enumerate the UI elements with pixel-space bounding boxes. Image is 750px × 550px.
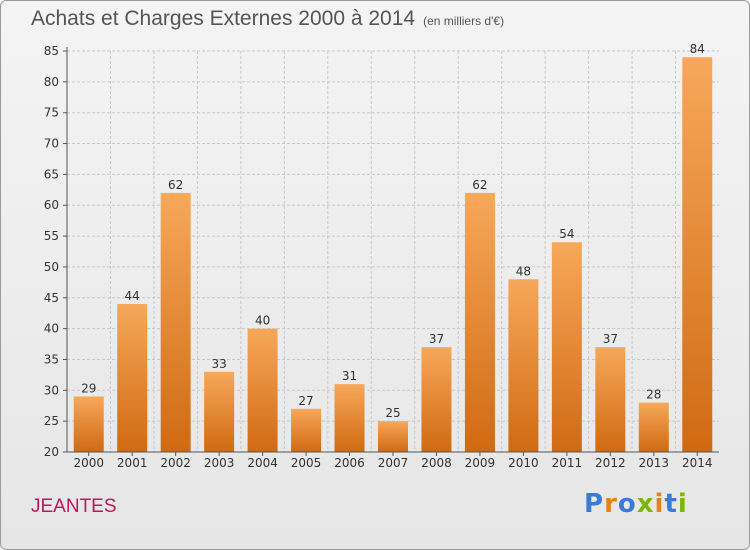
bar-2007 [378,421,408,452]
bar-2009 [464,192,495,452]
bar-2003 [204,371,235,452]
logo-letter: o [617,489,637,519]
data-label: 62 [168,178,183,192]
x-tick-label: 2003 [204,456,235,470]
y-tick-label: 70 [44,137,59,151]
y-tick-label: 45 [44,291,59,305]
data-label: 28 [646,388,661,402]
proxiti-logo[interactable]: Proxiti [584,489,688,519]
y-tick-label: 60 [44,198,59,212]
x-tick-label: 2009 [465,456,496,470]
data-label: 84 [690,42,705,56]
bar-2006 [334,384,365,452]
bars: 29 44 62 33 40 27 31 25 37 62 48 54 37 28 84 [73,42,713,453]
y-tick-label: 35 [44,352,59,366]
chart-title: Achats et Charges Externes 2000 à 2014 (e… [31,7,504,31]
bar-2014 [682,57,713,453]
axes: 20 25 30 35 40 45 50 55 60 65 70 75 80 85 2000 2001 2002… [44,44,719,470]
x-tick-label: 2012 [595,456,626,470]
y-tick-label: 80 [44,75,59,89]
x-tick-label: 2004 [247,456,278,470]
x-tick-label: 2002 [160,456,191,470]
data-label: 62 [472,178,487,192]
data-label: 37 [603,332,618,346]
logo-letter: x [636,489,655,519]
chart-subtitle: (en milliers d'€) [423,14,505,28]
grid-lines [67,50,719,453]
y-tick-label: 65 [44,167,59,181]
y-tick-label: 30 [44,383,59,397]
y-tick-label: 20 [44,445,59,459]
y-tick-label: 75 [44,106,59,120]
logo-letter: P [584,489,605,519]
bar-2010 [508,279,539,452]
data-label: 54 [559,227,574,241]
y-tick-label: 25 [44,414,59,428]
logo-letter: i [677,489,688,519]
x-tick-label: 2006 [334,456,365,470]
data-label: 27 [298,394,313,408]
bar-2002 [160,192,191,452]
commune-name: JEANTES [31,496,117,517]
bar-2005 [291,408,322,452]
logo-letter: i [654,489,665,519]
chart-title-text: Achats et Charges Externes 2000 à 2014 [31,7,416,30]
x-tick-label: 2000 [73,456,104,470]
y-tick-label: 55 [44,229,59,243]
x-tick-label: 2013 [639,456,670,470]
data-label: 37 [429,332,444,346]
x-tick-label: 2010 [508,456,539,470]
data-label: 33 [211,357,226,371]
x-tick-label: 2011 [552,456,583,470]
bar-2000 [73,396,104,452]
logo-letter: r [604,489,618,519]
bar-2008 [421,347,452,452]
bar-2011 [551,242,582,452]
data-label: 40 [255,314,270,328]
data-label: 31 [342,369,357,383]
x-tick-label: 2005 [291,456,322,470]
logo-letter: t [664,489,678,519]
data-label: 29 [81,381,96,395]
x-tick-label: 2014 [682,456,713,470]
bar-2004 [247,328,278,452]
x-tick-label: 2008 [421,456,452,470]
bar-2001 [117,303,148,452]
bar-2012 [595,347,626,452]
data-label: 48 [516,264,531,278]
x-tick-label: 2007 [378,456,409,470]
y-tick-label: 50 [44,260,59,274]
y-tick-label: 40 [44,322,59,336]
data-label: 44 [125,289,140,303]
data-label: 25 [385,406,400,420]
bar-2013 [638,402,669,452]
y-tick-label: 85 [44,44,59,58]
x-tick-label: 2001 [117,456,148,470]
